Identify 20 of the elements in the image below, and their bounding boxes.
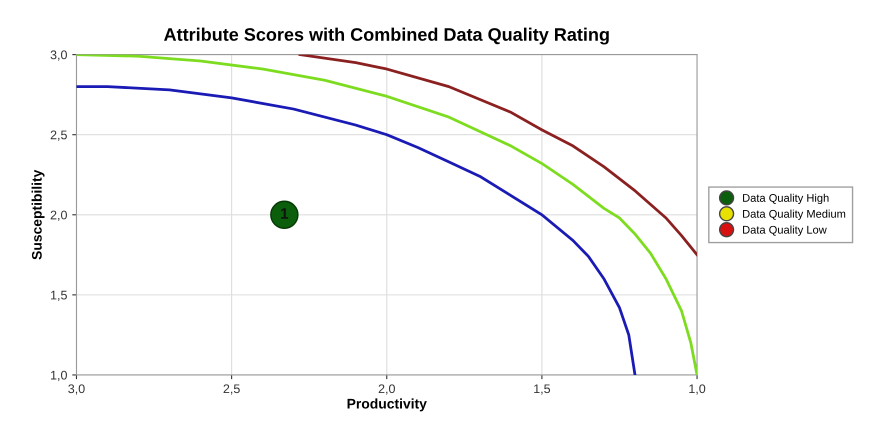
line-series — [298, 54, 698, 256]
annotation: 1 — [281, 208, 288, 219]
y-tick-label: 1,5 — [51, 290, 67, 301]
legend-label: Data Quality High — [743, 194, 828, 204]
line-series — [76, 54, 698, 375]
y-axis-title: Susceptibility — [32, 170, 45, 260]
y-tick-label: 3,0 — [50, 50, 67, 61]
legend-label: Data Quality Medium — [743, 210, 846, 220]
line-series — [76, 85, 636, 375]
x-tick-label: 2,5 — [224, 384, 240, 395]
x-tick-label: 1,0 — [689, 384, 706, 395]
x-tick-label: 3,0 — [68, 384, 85, 395]
x-tick-label: 1,5 — [534, 384, 550, 395]
y-tick-label: 2,0 — [50, 210, 67, 221]
y-tick-label: 2,5 — [50, 130, 67, 141]
legend-label: Data Quality Low — [743, 226, 827, 236]
y-tick-label: 1,0 — [51, 370, 67, 382]
chart-title: Attribute Scores with Combined Data Quality Rating — [164, 28, 609, 45]
x-tick-label: 2,0 — [378, 384, 395, 395]
x-axis-title: Productivity — [348, 398, 427, 412]
